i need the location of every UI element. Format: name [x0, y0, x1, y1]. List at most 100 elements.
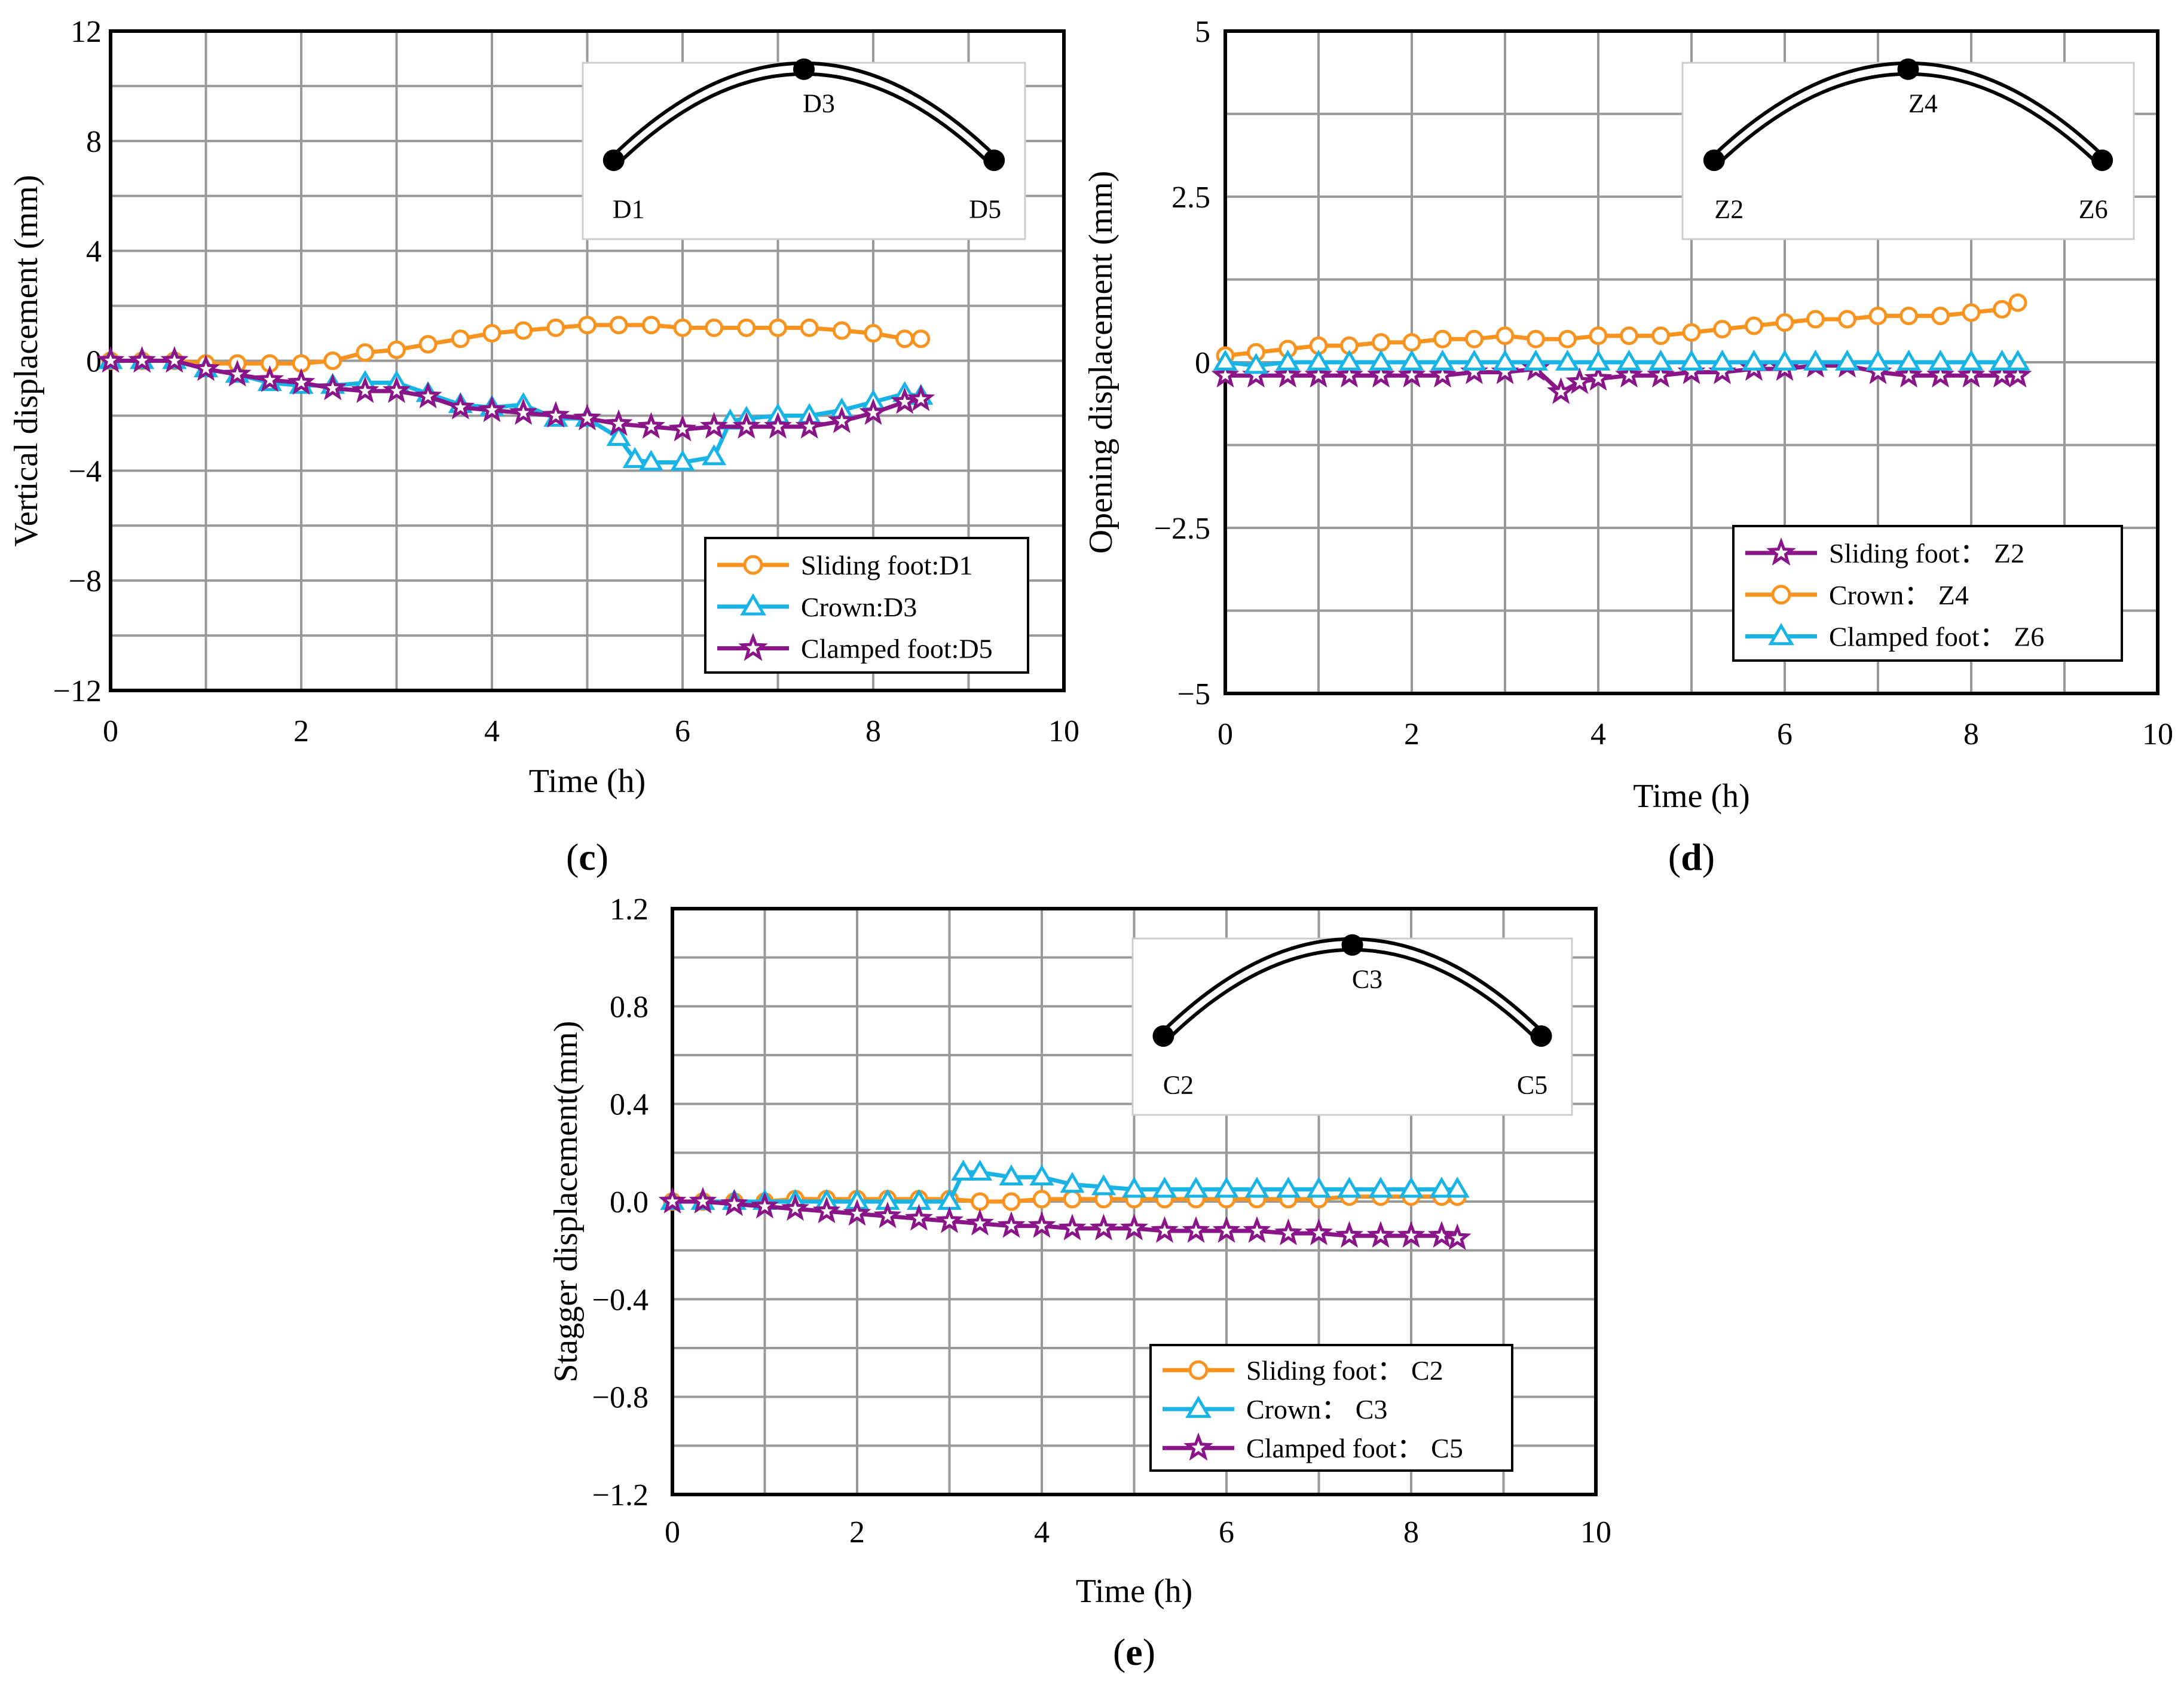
y-tick-label: 0.0 — [610, 1185, 649, 1220]
data-point — [356, 343, 375, 362]
data-point — [622, 447, 647, 468]
data-point — [967, 1159, 993, 1181]
data-point — [1306, 349, 1331, 371]
data-point — [1002, 1192, 1021, 1211]
y-tick-label: −12 — [53, 674, 102, 708]
inset-label-left: D1 — [613, 195, 645, 224]
data-point — [1212, 1216, 1241, 1243]
x-tick-label: 6 — [675, 714, 690, 748]
legend-label: Crown： Z4 — [1829, 580, 1969, 610]
inset-diagram: Z2 Z4 Z6 — [1681, 58, 2135, 240]
data-point — [769, 318, 787, 337]
data-point — [514, 321, 533, 340]
legend-marker — [1185, 1395, 1212, 1418]
data-point — [907, 384, 935, 411]
inset-label-right: D5 — [969, 195, 1001, 224]
data-point — [795, 412, 824, 439]
data-point — [800, 318, 819, 337]
data-point — [1495, 326, 1515, 346]
data-point — [864, 324, 883, 343]
data-point — [446, 392, 475, 420]
data-point — [1214, 1176, 1239, 1198]
y-tick-label: −0.8 — [592, 1381, 649, 1415]
data-point — [1397, 360, 1426, 388]
inset-node-left — [1703, 149, 1725, 172]
data-point — [509, 398, 538, 425]
series-orange — [1216, 293, 2027, 365]
data-point — [1928, 349, 1953, 371]
data-point — [1243, 353, 1269, 374]
data-point — [192, 354, 220, 381]
y-axis-label: Vertical displacement (mm) — [8, 175, 45, 547]
legend-marker — [740, 593, 766, 616]
series-purple — [96, 346, 935, 442]
data-point — [1931, 306, 1950, 325]
data-point — [1555, 349, 1580, 371]
panel-label-paren: ( — [1668, 836, 1681, 878]
panel-label-paren: ( — [1113, 1631, 1125, 1673]
y-tick-label: 0.4 — [610, 1088, 649, 1122]
data-point — [689, 1187, 717, 1214]
data-point — [1443, 1223, 1472, 1251]
data-point — [702, 444, 727, 466]
data-point — [970, 1192, 989, 1211]
series-orange — [101, 316, 931, 373]
data-point — [1063, 1190, 1082, 1209]
data-point — [832, 321, 851, 340]
x-axis-label: Time (h) — [529, 763, 646, 800]
inset-box — [1681, 62, 2135, 240]
data-point — [387, 340, 406, 359]
data-point — [827, 407, 856, 433]
x-tick-label: 8 — [1963, 717, 1979, 751]
data-point — [1775, 313, 1794, 332]
data-point — [1427, 1221, 1456, 1248]
data-point — [128, 346, 157, 373]
data-point — [1926, 360, 1955, 388]
data-point — [609, 316, 628, 335]
data-point — [223, 359, 252, 387]
data-point — [573, 404, 601, 430]
x-tick-label: 2 — [293, 714, 309, 748]
data-point — [1894, 360, 1923, 388]
data-point — [255, 365, 284, 392]
data-point — [1803, 349, 1828, 371]
x-tick-label: 8 — [1403, 1515, 1419, 1549]
data-point — [1366, 360, 1396, 388]
data-point — [1060, 1172, 1085, 1193]
data-point — [1336, 349, 1362, 371]
inset-node-left — [1152, 1025, 1174, 1047]
inset-node-crown — [1341, 934, 1363, 956]
data-point — [351, 376, 380, 404]
data-point — [1273, 360, 1302, 388]
data-point — [1213, 349, 1238, 371]
inset-label-crown: C3 — [1352, 965, 1382, 994]
x-tick-label: 6 — [1219, 1515, 1234, 1549]
data-point — [1397, 1221, 1426, 1248]
legend-marker — [1188, 1360, 1209, 1380]
data-point — [604, 409, 633, 436]
x-tick-label: 0 — [665, 1515, 680, 1549]
data-point — [1679, 349, 1704, 371]
data-point — [905, 1203, 933, 1231]
data-point — [1547, 377, 1576, 404]
data-point — [1119, 1214, 1149, 1240]
data-point — [781, 1194, 810, 1221]
data-point — [96, 346, 125, 373]
y-tick-label: −4 — [69, 454, 102, 488]
legend-marker — [738, 632, 768, 661]
data-point — [1151, 1216, 1179, 1243]
data-point — [1089, 1214, 1118, 1240]
data-point — [1243, 1216, 1271, 1243]
chart-panel-e: 0 2 4 6 8 10 −1.2 −0.8 −0.4 0.0 0.4 0.8 1.2 Time (h) S… — [547, 893, 1611, 1673]
data-point — [1992, 299, 2011, 319]
data-point — [382, 376, 411, 404]
data-point — [1445, 1176, 1470, 1198]
data-point — [1614, 360, 1644, 388]
data-point — [1619, 326, 1638, 346]
data-point — [1648, 349, 1674, 371]
data-point — [812, 1196, 841, 1224]
legend-marker — [1768, 623, 1794, 646]
data-point — [1899, 306, 1918, 325]
data-point — [965, 1209, 995, 1236]
data-point — [1461, 349, 1487, 371]
